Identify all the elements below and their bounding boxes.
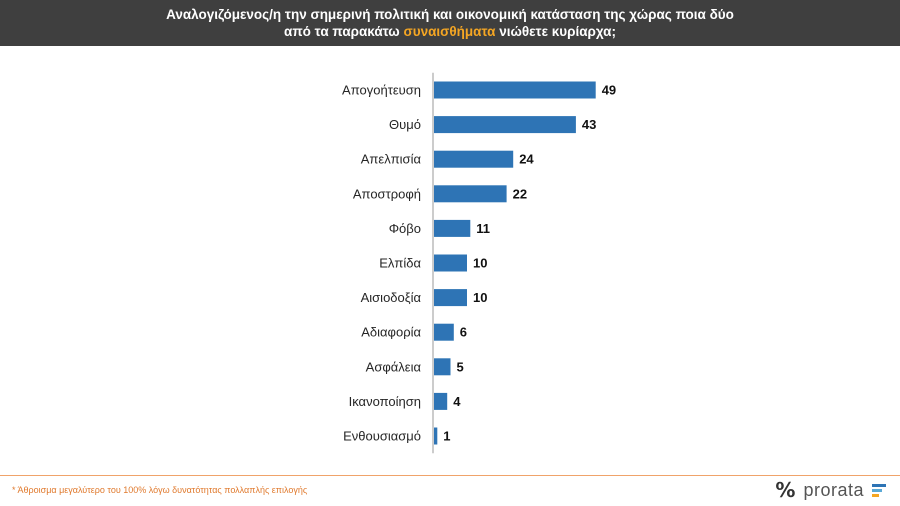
footnote: * Άθροισμα μεγαλύτερο του 100% λόγω δυνα… <box>12 485 308 495</box>
category-label: Αδιαφορία <box>361 325 421 340</box>
category-label: Φόβο <box>389 221 421 236</box>
bar <box>434 219 471 237</box>
value-label: 10 <box>473 256 487 271</box>
value-label: 43 <box>582 117 596 132</box>
value-label: 6 <box>460 325 467 340</box>
footer-divider <box>0 475 900 476</box>
category-label: Απογοήτευση <box>342 83 421 98</box>
chart-title-bar: Αναλογιζόμενος/η την σημερινή πολιτική κ… <box>0 0 900 46</box>
bar-chart: Απογοήτευση 49 Θυμό 43 Απελπισία 24 Αποστροφή 2… <box>342 72 616 454</box>
chart-title-line1: Αναλογιζόμενος/η την σημερινή πολιτική κ… <box>166 7 734 22</box>
category-label: Ελπίδα <box>379 256 421 271</box>
value-label: 1 <box>443 429 450 444</box>
logo-text: prorata <box>803 479 864 500</box>
value-label: 10 <box>473 290 487 305</box>
value-label: 22 <box>513 186 527 201</box>
bar <box>434 358 451 376</box>
value-label: 4 <box>453 394 461 409</box>
chart-title-highlight: συναισθήματα <box>403 24 496 39</box>
category-label: Αισιοδοξία <box>361 290 422 305</box>
bar <box>434 116 576 134</box>
bar <box>434 289 467 307</box>
bar <box>434 323 454 341</box>
bar <box>434 427 438 445</box>
category-label: Θυμό <box>389 117 421 132</box>
prorata-logo: % prorata <box>775 478 886 502</box>
bar <box>434 185 507 203</box>
bar <box>434 150 514 168</box>
chart-title-line2-end: νιώθετε κυρίαρχα; <box>499 24 616 39</box>
bar <box>434 392 448 410</box>
bar <box>434 254 467 272</box>
category-label: Ενθουσιασμό <box>343 429 421 444</box>
value-label: 11 <box>476 221 490 236</box>
bar <box>434 81 596 99</box>
category-label: Ασφάλεια <box>366 359 422 374</box>
category-label: Αποστροφή <box>353 186 421 201</box>
chart-title-line2: από τα παρακάτω συναισθήματα νιώθετε κυρ… <box>284 23 616 40</box>
category-label: Απελπισία <box>361 152 422 167</box>
value-label: 49 <box>602 83 616 98</box>
value-label: 5 <box>457 359 464 374</box>
value-label: 24 <box>519 152 534 167</box>
logo-bars-icon <box>872 483 886 497</box>
category-label: Ικανοποίηση <box>349 394 421 409</box>
chart-title-line2-start: από τα παρακάτω <box>284 24 400 39</box>
logo-percent-icon: % <box>775 478 796 502</box>
